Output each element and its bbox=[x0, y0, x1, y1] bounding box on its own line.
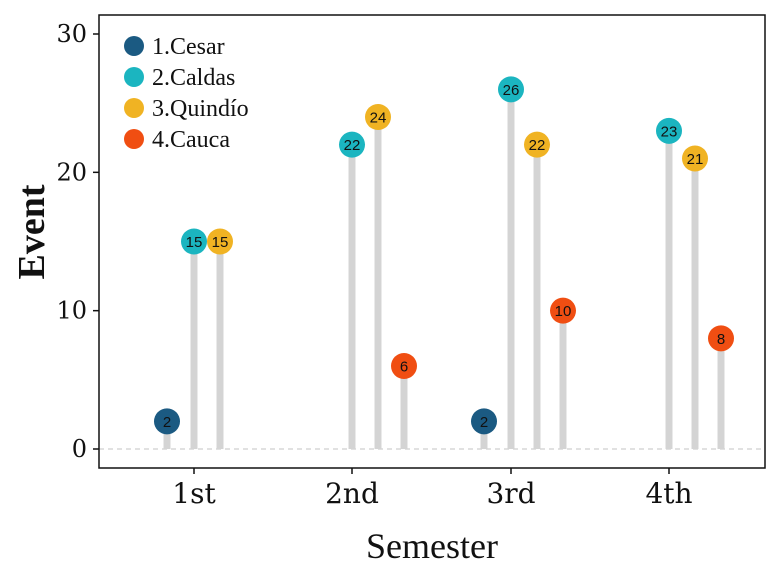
legend-swatch bbox=[124, 98, 144, 118]
x-tick-label: 1st bbox=[172, 477, 216, 510]
legend-label: 2.Caldas bbox=[152, 65, 235, 91]
lollipop-dot bbox=[154, 408, 180, 435]
y-axis-title: Event bbox=[11, 184, 53, 279]
data-label: 8 bbox=[717, 331, 725, 348]
legend-swatch bbox=[124, 36, 144, 56]
lollipop-dot bbox=[524, 131, 550, 158]
data-label: 22 bbox=[344, 137, 361, 154]
lollipop-dot bbox=[181, 228, 207, 255]
data-label: 23 bbox=[661, 123, 678, 140]
lollipop-dot bbox=[550, 297, 576, 324]
data-label: 2 bbox=[163, 414, 171, 431]
lollipop-dot bbox=[471, 408, 497, 435]
data-label: 24 bbox=[370, 110, 387, 127]
x-axis-title: Semester bbox=[366, 526, 498, 566]
lollipop-dot bbox=[391, 353, 417, 379]
y-tick-label: 20 bbox=[56, 158, 87, 186]
lollipop-dot bbox=[682, 145, 708, 172]
lollipop-dot bbox=[207, 228, 233, 255]
data-label: 15 bbox=[212, 234, 229, 251]
legend-swatch bbox=[124, 67, 144, 87]
y-tick-label: 10 bbox=[56, 297, 87, 325]
legend-label: 3.Quindío bbox=[152, 96, 249, 122]
x-tick-label: 2nd bbox=[325, 477, 379, 510]
data-label: 2 bbox=[480, 414, 488, 431]
y-tick-label: 30 bbox=[56, 20, 87, 48]
legend: 1.Cesar 2.Caldas 3.Quindío 4.Cauca bbox=[124, 34, 249, 153]
data-label: 26 bbox=[503, 82, 520, 99]
x-tick-label: 4th bbox=[645, 477, 692, 510]
legend-label: 4.Cauca bbox=[152, 127, 230, 153]
lollipop-dot bbox=[339, 131, 365, 158]
lollipop-dot bbox=[365, 104, 391, 130]
plot-border bbox=[98, 14, 766, 469]
y-tick-label: 0 bbox=[72, 435, 87, 463]
lollipop-dot bbox=[708, 325, 734, 352]
data-label: 15 bbox=[186, 234, 203, 251]
legend-label: 1.Cesar bbox=[152, 34, 225, 60]
lollipop-dot bbox=[498, 76, 524, 103]
data-label: 21 bbox=[687, 151, 704, 168]
data-label: 22 bbox=[529, 137, 546, 154]
legend-swatch bbox=[124, 129, 144, 149]
data-label: 10 bbox=[555, 303, 572, 320]
lollipop-dot bbox=[656, 117, 682, 144]
data-label: 6 bbox=[400, 359, 408, 376]
x-tick-label: 3rd bbox=[486, 477, 535, 510]
